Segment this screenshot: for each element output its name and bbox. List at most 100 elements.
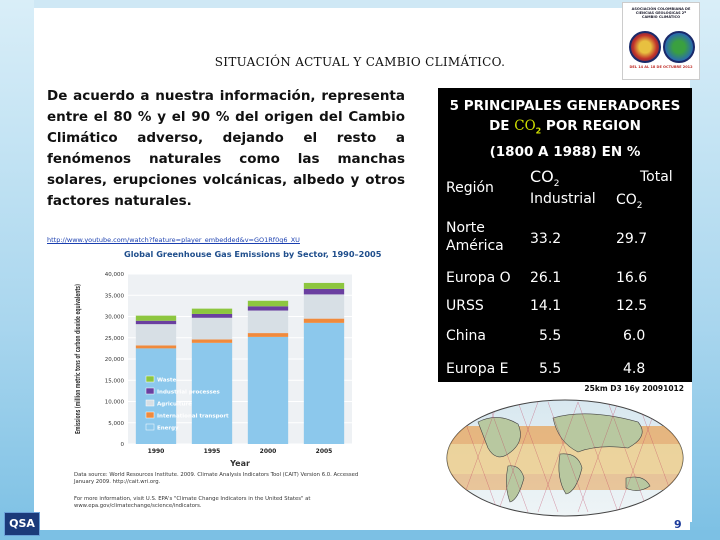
bar-segment — [135, 345, 177, 349]
qsa-logo: QSA — [4, 512, 40, 536]
legend-swatch — [145, 399, 155, 407]
y-tick-label: 0 — [121, 442, 125, 448]
table-heading-line2: DE CO2 POR REGION — [438, 116, 692, 142]
bar-segment — [247, 333, 289, 337]
emblem-bottom-text: DEL 14 AL 18 DE OCTUBRE 2012 — [629, 65, 693, 69]
legend-label: Industrial processes — [157, 390, 221, 396]
chart-source: Data source: World Resources Institute. … — [74, 472, 359, 485]
emissions-chart: Global Greenhouse Gas Emissions by Secto… — [66, 246, 414, 518]
table-heading-line1: 5 PRINCIPALES GENERADORES — [449, 98, 681, 114]
bottom-decorative-band — [0, 530, 720, 540]
emblem-top-text: ASOCIACIÓN COLOMBIANA DE CIENCIAS GEOLÓG… — [631, 7, 691, 19]
top-band — [0, 0, 720, 8]
row-total: 12.5 — [616, 298, 648, 314]
legend-label: International transport — [157, 414, 229, 420]
col-total-header: Total — [640, 169, 673, 185]
heading-co2-sub: 2 — [535, 126, 542, 136]
col-co2-header: CO2 — [530, 168, 560, 193]
bar-segment — [191, 308, 233, 314]
bar-segment — [303, 288, 345, 295]
bar-segment — [135, 315, 177, 321]
world-map-figure: 25km D3 16y 20091012 — [438, 382, 692, 522]
y-tick-label: 40,000 — [105, 272, 125, 278]
col-region-header: Región — [446, 180, 494, 196]
row-region: URSS — [446, 298, 484, 314]
y-tick-label: 10,000 — [105, 400, 125, 406]
x-tick-label: 1995 — [204, 448, 221, 455]
bar-segment — [303, 322, 345, 444]
legend-swatch — [145, 423, 155, 431]
row-total: 4.8 — [623, 361, 646, 377]
bar-segment — [247, 336, 289, 444]
table-heading: 5 PRINCIPALES GENERADORES DE CO2 POR REG… — [438, 96, 692, 162]
bar-segment — [247, 306, 289, 311]
emblem-right-seal — [663, 31, 695, 63]
bar-segment — [135, 320, 177, 325]
y-tick-label: 5,000 — [108, 421, 124, 427]
row-industrial: 14.1 — [530, 298, 562, 314]
bar-segment — [303, 294, 345, 319]
row-region: Europa E — [446, 361, 509, 377]
bar-segment — [303, 282, 345, 289]
table-heading-line3: (1800 A 1988) EN % — [489, 143, 641, 160]
emblem-left-seal — [629, 31, 661, 63]
row-industrial: 5.5 — [539, 328, 562, 344]
col-total-co2-text: CO — [616, 192, 637, 208]
heading-co2: CO — [514, 118, 536, 134]
row-total: 16.6 — [616, 270, 648, 286]
row-region: China — [446, 328, 486, 344]
bar-segment — [191, 317, 233, 340]
intro-paragraph: De acuerdo a nuestra información, repres… — [47, 88, 405, 209]
chart-title: Global Greenhouse Gas Emissions by Secto… — [124, 249, 382, 259]
legend-label: Agriculture — [157, 402, 192, 408]
row-region: Europa O — [446, 270, 511, 286]
bar-segment — [191, 342, 233, 444]
legend-label: Energy — [157, 426, 179, 432]
co2-table: 5 PRINCIPALES GENERADORES DE CO2 POR REG… — [438, 88, 692, 384]
row-industrial: 33.2 — [530, 231, 562, 247]
bar-segment — [303, 318, 345, 323]
heading-por-region: POR REGION — [541, 118, 641, 134]
conference-emblem: ASOCIACIÓN COLOMBIANA DE CIENCIAS GEOLÓG… — [622, 2, 700, 80]
bar-segment — [191, 339, 233, 343]
col-co2-sub: 2 — [553, 178, 560, 189]
legend-label: Waste — [157, 378, 176, 384]
x-tick-label: 2000 — [260, 448, 277, 455]
x-tick-label: 1990 — [148, 448, 165, 455]
col-total-co2-header: CO2 — [616, 191, 643, 215]
row-industrial: 26.1 — [530, 270, 562, 286]
slide-title: SITUACIÓN ACTUAL Y CAMBIO CLIMÁTICO. — [214, 55, 506, 69]
right-decorative-band — [690, 0, 720, 540]
chart-svg: 0 5,000 10,000 15,000 20,000 25,000 30,000 35,0… — [74, 272, 352, 468]
y-axis-label: Emissions (million metric tons of carbon… — [74, 284, 82, 434]
bar-segment — [135, 324, 177, 346]
bar-segment — [247, 300, 289, 307]
bar-segment — [191, 313, 233, 318]
y-tick-label: 15,000 — [105, 378, 125, 384]
x-axis-label: Year — [229, 459, 250, 468]
y-tick-label: 35,000 — [105, 293, 125, 299]
legend-swatch — [145, 411, 155, 419]
row-total: 6.0 — [623, 328, 646, 344]
y-tick-label: 30,000 — [105, 315, 125, 321]
video-link[interactable]: http://www.youtube.com/watch?feature=pla… — [47, 236, 300, 244]
col-co2-text: CO — [530, 167, 554, 186]
row-industrial: 5.5 — [539, 361, 562, 377]
col-total-co2-sub: 2 — [636, 200, 643, 211]
y-tick-label: 20,000 — [105, 357, 125, 363]
col-industrial-header: Industrial — [530, 191, 596, 207]
heading-de: DE — [489, 118, 515, 134]
map-caption: 25km D3 16y 20091012 — [584, 384, 684, 393]
left-decorative-band — [0, 0, 34, 540]
row-region: Norte América — [446, 220, 504, 254]
page-number: 9 — [674, 518, 682, 531]
bar-segment — [135, 348, 177, 444]
y-tick-label: 25,000 — [105, 336, 125, 342]
world-map-image — [446, 399, 684, 517]
legend-swatch — [145, 375, 155, 383]
legend-swatch — [145, 387, 155, 395]
chart-more-info: For more information, visit U.S. EPA's "… — [74, 496, 311, 509]
x-tick-label: 2005 — [316, 448, 333, 455]
bar-segment — [247, 310, 289, 334]
